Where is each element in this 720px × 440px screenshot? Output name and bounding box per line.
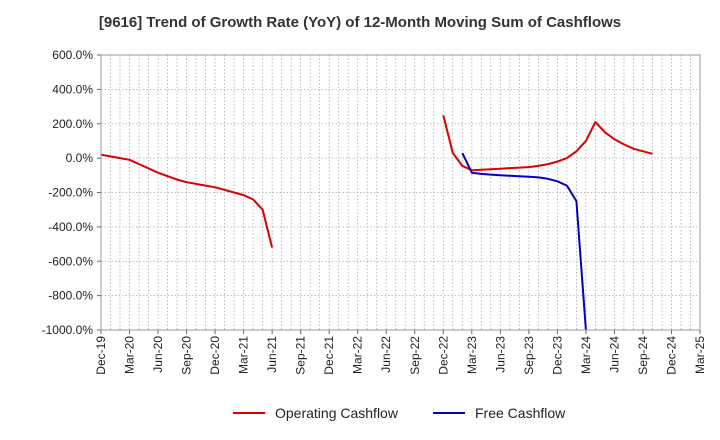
- x-tick-label: Sep-23: [522, 336, 536, 375]
- grid: [101, 55, 700, 330]
- x-tick-label: Jun-20: [151, 336, 165, 373]
- series-line-free-cashflow: [461, 152, 587, 331]
- series-lines: [100, 114, 653, 331]
- y-tick-label: -600.0%: [48, 254, 93, 268]
- legend-item-free-cashflow: Free Cashflow: [433, 405, 565, 421]
- y-tick-label: 400.0%: [52, 82, 93, 96]
- y-tick-label: -1000.0%: [42, 323, 94, 337]
- x-tick-label: Dec-21: [322, 336, 336, 375]
- legend-swatch-operating-cashflow: [233, 412, 265, 414]
- y-tick-label: 200.0%: [52, 117, 93, 131]
- plot-frame: [100, 54, 701, 331]
- x-tick-label: Dec-23: [550, 336, 564, 375]
- x-tick-label: Dec-22: [436, 336, 450, 375]
- legend-swatch-free-cashflow: [433, 412, 465, 414]
- legend-label-free-cashflow: Free Cashflow: [475, 405, 566, 421]
- x-tick-label: Mar-20: [123, 336, 137, 374]
- legend: Operating Cashflow Free Cashflow: [0, 405, 720, 425]
- x-tick-label: Sep-21: [294, 336, 308, 375]
- x-tick-label: Mar-22: [351, 336, 365, 374]
- series-line-operating-cashflow: [100, 153, 274, 248]
- x-tick-label: Jun-22: [379, 336, 393, 373]
- x-tick-label: Mar-24: [579, 336, 593, 374]
- x-tick-label: Jun-24: [607, 336, 621, 373]
- x-tick-label: Jun-23: [493, 336, 507, 373]
- legend-label-operating-cashflow: Operating Cashflow: [275, 405, 398, 421]
- x-tick-label: Mar-23: [465, 336, 479, 374]
- x-tick-label: Jun-21: [265, 336, 279, 373]
- x-tick-label: Sep-24: [636, 336, 650, 375]
- x-tick-label: Mar-25: [693, 336, 707, 374]
- legend-item-operating-cashflow: Operating Cashflow: [233, 405, 398, 421]
- y-tick-label: 600.0%: [52, 48, 93, 62]
- y-tick-label: -400.0%: [48, 220, 93, 234]
- y-tick-label: -200.0%: [48, 186, 93, 200]
- x-tick-label: Sep-22: [408, 336, 422, 375]
- x-tick-label: Dec-20: [208, 336, 222, 375]
- y-tick-label: 0.0%: [66, 151, 94, 165]
- x-tick-label: Mar-21: [237, 336, 251, 374]
- series-line-operating-cashflow: [442, 114, 653, 172]
- chart-title: [9616] Trend of Growth Rate (YoY) of 12-…: [98, 14, 622, 31]
- y-axis: 600.0% 400.0% 200.0% 0.0% -200.0% -400.0% -600…: [42, 48, 101, 337]
- x-tick-label: Sep-20: [180, 336, 194, 375]
- y-tick-label: -800.0%: [48, 289, 93, 303]
- x-axis: Dec-19 Mar-20 Jun-20 Sep-20 Dec-20 Mar-21 Jun-…: [94, 330, 707, 375]
- x-tick-label: Dec-24: [664, 336, 678, 375]
- x-tick-label: Dec-19: [94, 336, 108, 375]
